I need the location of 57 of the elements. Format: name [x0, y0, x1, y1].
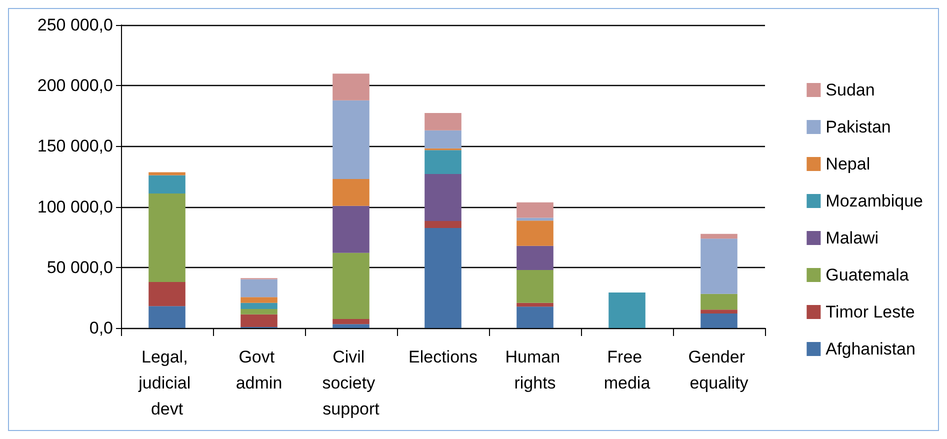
y-tick-label: 250 000,0 — [37, 16, 113, 34]
bar — [516, 306, 554, 328]
x-tick-label: Human rights — [505, 348, 565, 392]
bar — [240, 279, 278, 298]
legend-label: Sudan — [826, 80, 875, 100]
x-tick-label: Civil society support — [322, 348, 380, 418]
bar — [700, 238, 738, 294]
bar — [700, 310, 738, 314]
bar — [148, 306, 186, 328]
bar — [332, 324, 370, 328]
legend-label: Afghanistan — [826, 340, 916, 358]
x-tick-label: Elections — [408, 348, 478, 366]
y-tick-label: 100 000,0 — [37, 197, 113, 216]
bar — [240, 308, 278, 314]
bar — [332, 100, 370, 180]
legend-label: Pakistan — [826, 118, 891, 136]
bar — [424, 228, 462, 328]
bar — [516, 246, 554, 270]
bar — [332, 74, 370, 100]
bar — [424, 112, 462, 130]
bar — [332, 252, 370, 320]
bar — [332, 206, 370, 253]
bar — [148, 282, 186, 306]
bar — [424, 150, 462, 174]
x-tick-label: Gender equality — [688, 348, 750, 392]
y-tick-label: 200 000,0 — [37, 76, 113, 96]
bar — [240, 314, 278, 328]
bar — [700, 234, 738, 239]
bar — [240, 297, 278, 303]
legend-label: Nepal — [826, 154, 870, 174]
legend-label: Mozambique — [826, 192, 923, 210]
bar — [240, 302, 278, 309]
bar — [516, 302, 554, 307]
bar — [148, 172, 186, 176]
bar — [608, 292, 646, 328]
bar — [516, 218, 554, 221]
bar — [700, 313, 738, 328]
bar — [516, 220, 554, 246]
x-tick-label: Free media — [604, 348, 651, 392]
bar — [148, 175, 186, 194]
bar — [516, 202, 554, 218]
bar — [424, 220, 462, 228]
x-tick-label: Govt admin — [236, 348, 282, 392]
bar — [148, 193, 186, 282]
bar — [332, 319, 370, 324]
legend-label: Malawi — [826, 228, 879, 248]
y-tick-label: 0,0 — [89, 318, 113, 338]
legend-label: Guatemala — [826, 266, 910, 284]
bar — [332, 179, 370, 206]
x-tick-label: Legal, judicial devt — [138, 348, 196, 418]
legend-label: Timor Leste — [826, 302, 915, 322]
bar — [424, 174, 462, 221]
bar — [516, 270, 554, 303]
bar — [424, 130, 462, 148]
bar — [700, 294, 738, 310]
y-tick-label: 50 000,0 — [46, 258, 113, 277]
y-tick-label: 150 000,0 — [37, 136, 113, 156]
